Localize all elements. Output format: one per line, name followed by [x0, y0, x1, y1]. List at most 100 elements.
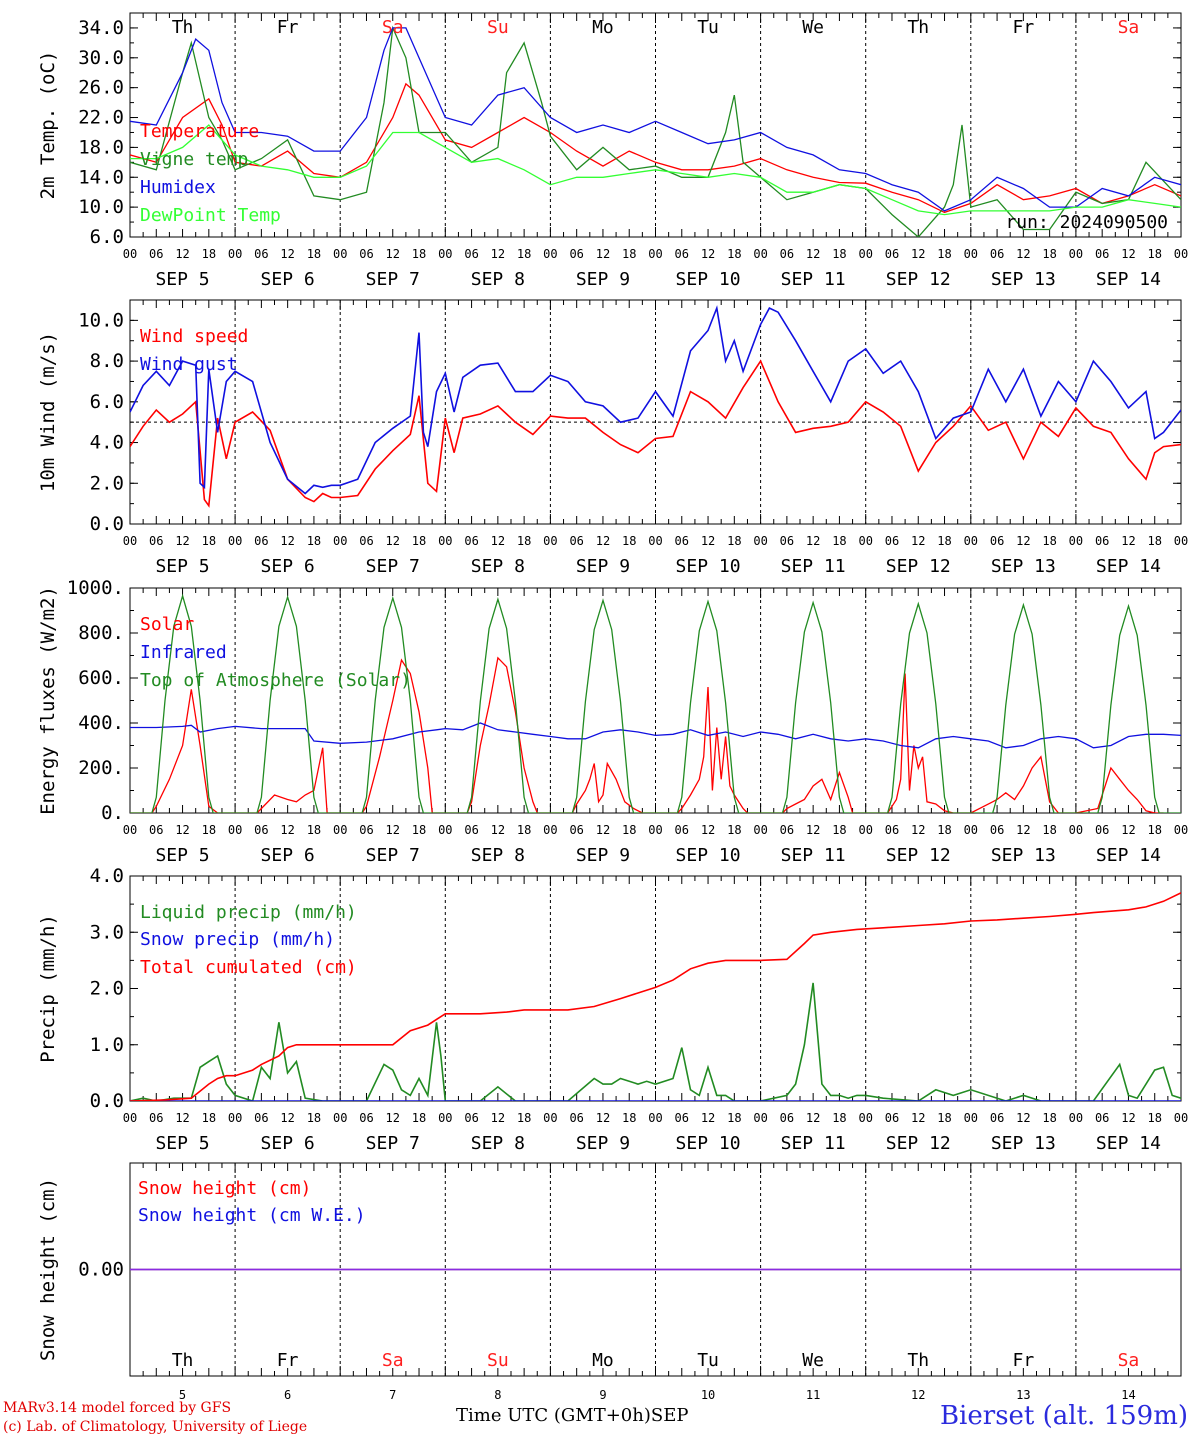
hour-tick-label: 06	[464, 823, 478, 837]
weekday-label: Mo	[592, 1350, 614, 1371]
hour-tick-label: 00	[123, 823, 137, 837]
hour-tick-label: 12	[701, 247, 715, 261]
y-tick-label: 30.0	[78, 47, 124, 69]
hour-tick-label: 06	[780, 823, 794, 837]
hour-tick-label: 12	[911, 1111, 925, 1125]
y-tick-label: 2.0	[90, 978, 124, 1000]
hour-tick-label: 00	[1174, 1111, 1188, 1125]
hour-tick-label: 12	[491, 823, 505, 837]
hour-tick-label: 18	[1042, 534, 1056, 548]
series-line-liquid-precip-mm-h-	[130, 982, 1181, 1101]
y-tick-label: 0.00	[78, 1259, 124, 1281]
legend-entry: Top of Atmosphere (Solar)	[140, 670, 411, 691]
y-tick-label: 4.0	[90, 865, 124, 887]
hour-tick-label: 00	[438, 534, 452, 548]
hour-tick-label: 06	[885, 823, 899, 837]
hour-tick-label: 12	[806, 823, 820, 837]
date-label: SEP 14	[1096, 556, 1161, 577]
panel-frame	[129, 299, 1182, 525]
date-label: SEP 8	[471, 556, 525, 577]
hour-tick-label: 18	[202, 534, 216, 548]
hour-tick-label: 12	[175, 247, 189, 261]
hour-tick-label: 12	[596, 1111, 610, 1125]
hour-tick-label: 06	[464, 1111, 478, 1125]
hour-tick-label: 12	[701, 1111, 715, 1125]
y-tick-label: 0.0	[90, 513, 124, 535]
date-label: SEP 5	[155, 556, 209, 577]
hour-tick-label: 12	[911, 247, 925, 261]
hour-tick-label: 18	[202, 247, 216, 261]
legend-entry: Vigne temp	[140, 149, 248, 170]
weekday-label: Th	[907, 1350, 929, 1371]
hour-tick-label: 06	[675, 823, 689, 837]
day-number-label: 13	[1016, 1388, 1030, 1402]
hour-tick-label: 18	[307, 534, 321, 548]
hour-tick-label: 00	[333, 1111, 347, 1125]
hour-tick-label: 00	[964, 823, 978, 837]
hour-tick-label: 06	[990, 534, 1004, 548]
hour-tick-label: 06	[780, 1111, 794, 1125]
hour-tick-label: 00	[1069, 247, 1083, 261]
legend-entry: Liquid precip (mm/h)	[140, 902, 357, 923]
hour-tick-label: 00	[648, 247, 662, 261]
station-label: Bierset (alt. 159m)	[939, 1401, 1188, 1431]
hour-tick-label: 18	[832, 823, 846, 837]
hour-tick-label: 06	[569, 247, 583, 261]
hour-tick-label: 12	[386, 247, 400, 261]
series-line-humidex	[130, 27, 1181, 212]
weekday-label: Sa	[1118, 17, 1140, 38]
y-tick-label: 26.0	[78, 77, 124, 99]
date-label: SEP 14	[1096, 1133, 1161, 1154]
hour-tick-label: 12	[806, 534, 820, 548]
panel-5: 0.00 Snow height (cm) Snow height (cm) Snow…	[37, 1162, 1182, 1402]
date-label: SEP 11	[781, 845, 846, 866]
hour-tick-label: 06	[149, 247, 163, 261]
hour-tick-label: 06	[254, 247, 268, 261]
hour-tick-label: 12	[1121, 247, 1135, 261]
date-label: SEP 10	[676, 269, 741, 290]
hour-tick-label: 18	[727, 534, 741, 548]
hour-tick-label: 12	[596, 823, 610, 837]
hour-tick-label: 06	[1095, 1111, 1109, 1125]
hour-tick-label: 12	[596, 534, 610, 548]
hour-tick-label: 12	[491, 1111, 505, 1125]
y-tick-label: 10.0	[78, 196, 124, 218]
hour-tick-label: 18	[517, 247, 531, 261]
day-number-label: 11	[806, 1388, 820, 1402]
date-label: SEP 9	[576, 1133, 630, 1154]
hour-tick-label: 00	[1069, 1111, 1083, 1125]
hour-tick-label: 18	[1042, 823, 1056, 837]
date-label: SEP 12	[886, 1133, 951, 1154]
y-tick-label: 34.0	[78, 17, 124, 39]
hour-tick-label: 00	[753, 534, 767, 548]
weekday-label: We	[802, 17, 824, 38]
hour-tick-label: 06	[780, 534, 794, 548]
run-label: run: 2024090500	[1005, 212, 1168, 233]
date-label: SEP 12	[886, 269, 951, 290]
hour-tick-label: 06	[885, 534, 899, 548]
hour-tick-label: 12	[806, 247, 820, 261]
weekday-label: Fr	[1013, 1350, 1035, 1371]
legend-entry: Wind gust	[140, 354, 238, 375]
hour-tick-label: 06	[1095, 534, 1109, 548]
weekday-label: Th	[907, 17, 929, 38]
panel-1: 6.0 10.0 14.0 18.0 22.0 26.0 30.0 34.0 2m Temp. …	[37, 12, 1188, 290]
hour-tick-label: 06	[254, 823, 268, 837]
hour-tick-label: 18	[1147, 823, 1161, 837]
date-label: SEP 10	[676, 556, 741, 577]
weekday-label: Tu	[697, 1350, 719, 1371]
y-tick-label: 1000.	[67, 577, 124, 599]
weekday-label: Tu	[697, 17, 719, 38]
weekday-label: Fr	[1013, 17, 1035, 38]
hour-tick-label: 18	[622, 823, 636, 837]
hour-tick-label: 00	[543, 534, 557, 548]
date-label: SEP 11	[781, 1133, 846, 1154]
hour-tick-label: 18	[307, 823, 321, 837]
series-line-vigne-temp	[130, 25, 1181, 237]
date-label: SEP 14	[1096, 269, 1161, 290]
x-axis-month: SEP	[650, 1405, 689, 1426]
hour-tick-label: 18	[1147, 1111, 1161, 1125]
hour-tick-label: 12	[491, 534, 505, 548]
series-line-infrared	[130, 722, 1181, 749]
date-label: SEP 11	[781, 556, 846, 577]
